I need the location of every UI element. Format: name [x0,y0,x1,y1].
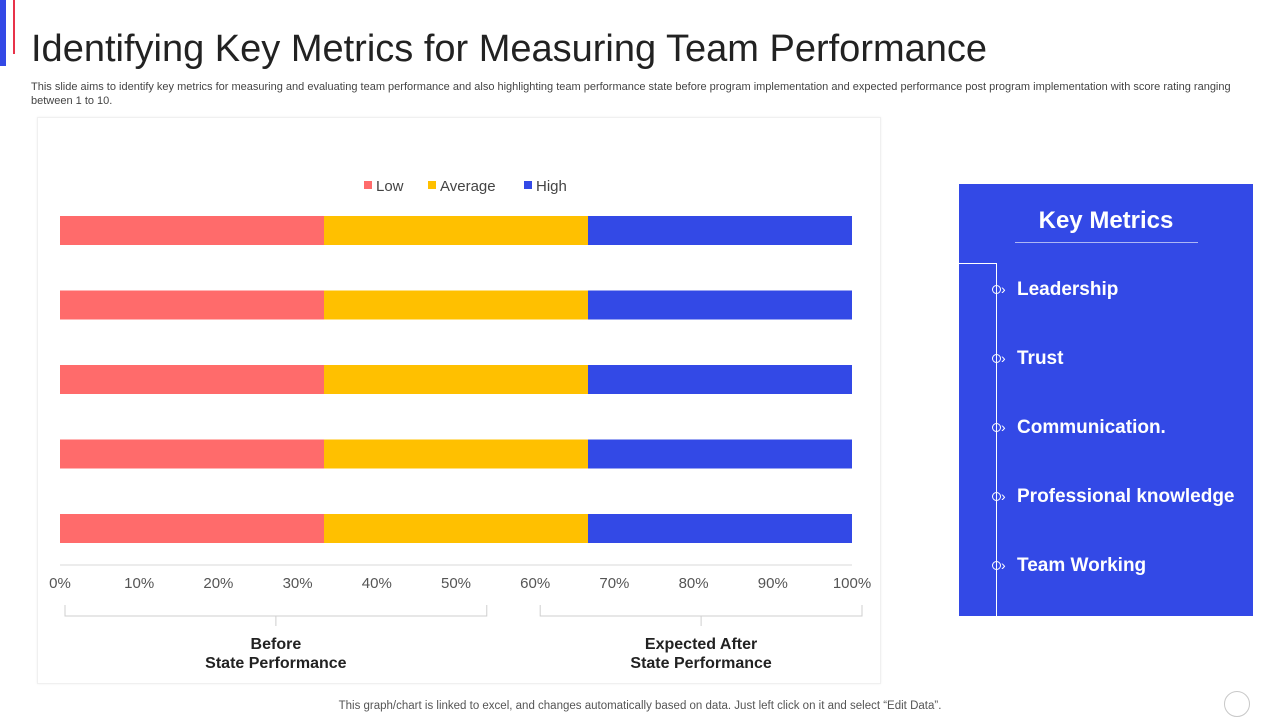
legend-label: Average [440,178,496,195]
bar-segment [324,514,588,543]
x-tick-label: 0% [49,575,71,592]
x-tick-label: 90% [758,575,788,592]
metric-dot [992,423,1001,432]
x-tick-label: 10% [124,575,154,592]
x-tick-label: 50% [441,575,471,592]
metric-dot [992,561,1001,570]
bar-segment [324,365,588,394]
x-tick-label: 40% [362,575,392,592]
bar-segment [60,439,324,469]
nav-circle-button[interactable] [1224,691,1250,717]
metric-label-communication: Communication. [1017,417,1166,438]
x-tick-label: 30% [283,575,313,592]
bar-segment [60,290,324,320]
metric-dot [992,285,1001,294]
legend-swatch [364,181,372,189]
legend-swatch [428,181,436,189]
bar-segment [324,216,588,245]
key-metrics-title: Key Metrics [1038,207,1174,234]
x-tick-label: 100% [833,575,871,592]
chevron-right-icon: › [1001,557,1006,573]
bar-segment [588,216,852,245]
page-subtitle: This slide aims to identify key metrics … [31,81,1231,107]
bracket-label: State Performance [630,655,771,672]
x-tick-label: 70% [599,575,629,592]
chevron-right-icon: › [1001,419,1006,435]
chevron-right-icon: › [1001,488,1006,504]
footer-note: This graph/chart is linked to excel, and… [338,700,942,712]
bar-segment [588,290,852,320]
bar-segment [60,216,324,245]
bar-segment [324,439,588,469]
chevron-right-icon: › [1001,350,1006,366]
metric-dot [992,354,1001,363]
bar-segment [588,514,852,543]
bracket-label: Before [251,636,302,653]
x-tick-label: 80% [679,575,709,592]
stacked-bar-chart[interactable]: Low Average High 0% 10% 20% 30% 40% 50% 60% 70% 80%… [38,118,882,685]
chart-panel[interactable]: Low Average High 0% 10% 20% 30% 40% 50% 60% 70% 80%… [37,117,881,684]
bar-segment [60,365,324,394]
metric-dot [992,492,1001,501]
bracket [539,605,863,626]
metric-label-trust: Trust [1017,348,1064,369]
chevron-right-icon: › [1001,281,1006,297]
legend-label: High [536,178,567,195]
metric-label-professional-knowledge: Professional knowledge [1017,486,1235,507]
metrics-connector-line [959,263,996,264]
metric-label-leadership: Leadership [1017,279,1119,300]
bar-segment [588,439,852,469]
bracket [64,605,488,626]
x-tick-label: 20% [203,575,233,592]
key-metrics-panel [959,184,1253,616]
bracket-label: State Performance [205,655,346,672]
accent-bar [0,0,6,66]
legend-label: Low [376,178,404,195]
bar-segment [588,365,852,394]
bar-segment [324,290,588,320]
key-metrics-underline [1015,242,1198,243]
metric-label-team-working: Team Working [1017,555,1147,576]
legend-swatch [524,181,532,189]
bar-segment [60,514,324,543]
bracket-label: Expected After [645,636,757,653]
x-tick-label: 60% [520,575,550,592]
metrics-timeline-line [996,263,997,616]
page-title: Identifying Key Metrics for Measuring Te… [31,28,988,70]
accent-line [13,0,15,54]
